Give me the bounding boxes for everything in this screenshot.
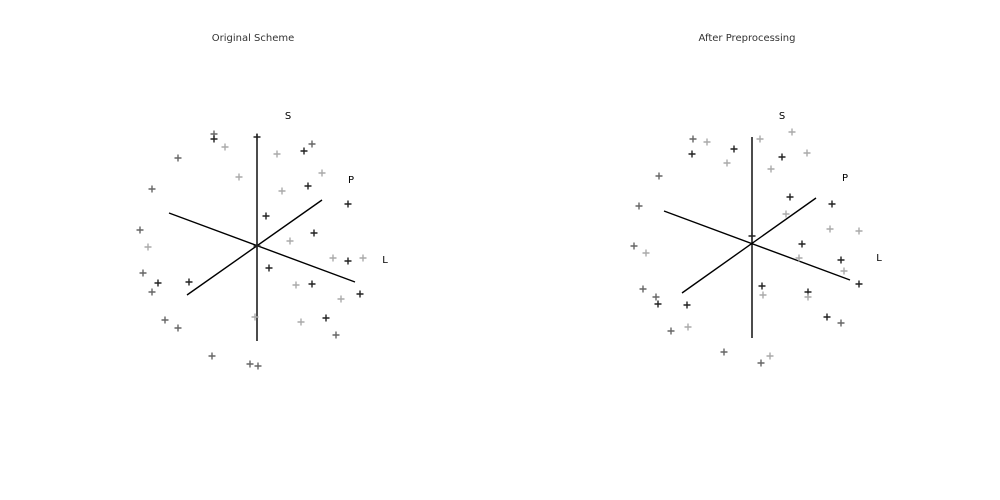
plus-marker — [329, 254, 337, 262]
plus-marker — [758, 282, 766, 290]
plus-marker — [688, 150, 696, 158]
plus-marker — [148, 185, 156, 193]
plus-marker — [208, 352, 216, 360]
plus-marker — [154, 279, 162, 287]
plus-marker — [667, 327, 675, 335]
plus-marker — [788, 128, 796, 136]
plus-marker — [837, 256, 845, 264]
plus-marker — [748, 232, 756, 240]
plus-marker — [344, 200, 352, 208]
axis-label-s: S — [285, 111, 291, 122]
plus-marker — [798, 240, 806, 248]
markers-original — [136, 130, 367, 370]
plus-marker — [344, 257, 352, 265]
markers-preprocessed — [630, 128, 863, 367]
plus-marker — [210, 135, 218, 143]
plus-marker — [356, 290, 364, 298]
plus-marker — [292, 281, 300, 289]
plus-marker — [684, 323, 692, 331]
panel-preprocessed: After Preprocessing S P L — [630, 33, 882, 367]
axis-p — [186, 199, 323, 296]
plus-marker — [630, 242, 638, 250]
plus-marker — [855, 280, 863, 288]
panel-title: Original Scheme — [212, 33, 295, 44]
plus-marker — [332, 331, 340, 339]
plus-marker — [642, 249, 650, 257]
plus-marker — [840, 267, 848, 275]
plus-marker — [221, 143, 229, 151]
plus-marker — [246, 360, 254, 368]
plus-marker — [253, 133, 261, 141]
plus-marker — [262, 212, 270, 220]
plus-marker — [310, 229, 318, 237]
plus-marker — [635, 202, 643, 210]
plus-marker — [683, 301, 691, 309]
plus-marker — [855, 227, 863, 235]
plus-marker — [139, 269, 147, 277]
axis-p — [681, 197, 817, 294]
plus-marker — [756, 135, 764, 143]
plus-marker — [767, 165, 775, 173]
plus-marker — [689, 135, 697, 143]
plus-marker — [300, 147, 308, 155]
plus-marker — [254, 362, 262, 370]
plus-marker — [286, 237, 294, 245]
plus-marker — [826, 225, 834, 233]
plus-marker — [703, 138, 711, 146]
plus-marker — [639, 285, 647, 293]
plus-marker — [795, 254, 803, 262]
plus-marker — [337, 295, 345, 303]
axis-label-s: S — [779, 111, 785, 122]
plus-marker — [308, 280, 316, 288]
plus-marker — [144, 243, 152, 251]
plus-marker — [828, 200, 836, 208]
plus-marker — [823, 313, 831, 321]
plus-marker — [136, 226, 144, 234]
plus-marker — [148, 288, 156, 296]
plus-marker — [759, 291, 767, 299]
plus-marker — [837, 319, 845, 327]
plus-marker — [308, 140, 316, 148]
plus-marker — [235, 173, 243, 181]
plus-marker — [652, 293, 660, 301]
plus-marker — [297, 318, 305, 326]
plus-marker — [251, 313, 259, 321]
axis-label-p: P — [348, 175, 354, 186]
plus-marker — [265, 264, 273, 272]
plus-marker — [655, 172, 663, 180]
plus-marker — [322, 314, 330, 322]
panel-title: After Preprocessing — [699, 33, 796, 44]
plus-marker — [278, 187, 286, 195]
panel-original: Original Scheme S P L — [136, 33, 388, 370]
plus-marker — [253, 242, 261, 250]
plus-marker — [174, 154, 182, 162]
plus-marker — [304, 182, 312, 190]
plus-marker — [185, 278, 193, 286]
plus-marker — [803, 149, 811, 157]
plus-marker — [778, 153, 786, 161]
axis-l — [168, 212, 356, 283]
plus-marker — [720, 348, 728, 356]
axis-label-l: L — [876, 253, 882, 264]
axis-l — [663, 210, 851, 281]
plus-marker — [174, 324, 182, 332]
plus-marker — [273, 150, 281, 158]
plus-marker — [757, 359, 765, 367]
plus-marker — [359, 254, 367, 262]
plus-marker — [730, 145, 738, 153]
plus-marker — [786, 193, 794, 201]
axis-label-l: L — [382, 255, 388, 266]
plus-marker — [654, 300, 662, 308]
plus-marker — [766, 352, 774, 360]
plus-marker — [161, 316, 169, 324]
plus-marker — [782, 210, 790, 218]
plus-marker — [318, 169, 326, 177]
plus-marker — [804, 293, 812, 301]
axis-label-p: P — [842, 173, 848, 184]
plus-marker — [723, 159, 731, 167]
